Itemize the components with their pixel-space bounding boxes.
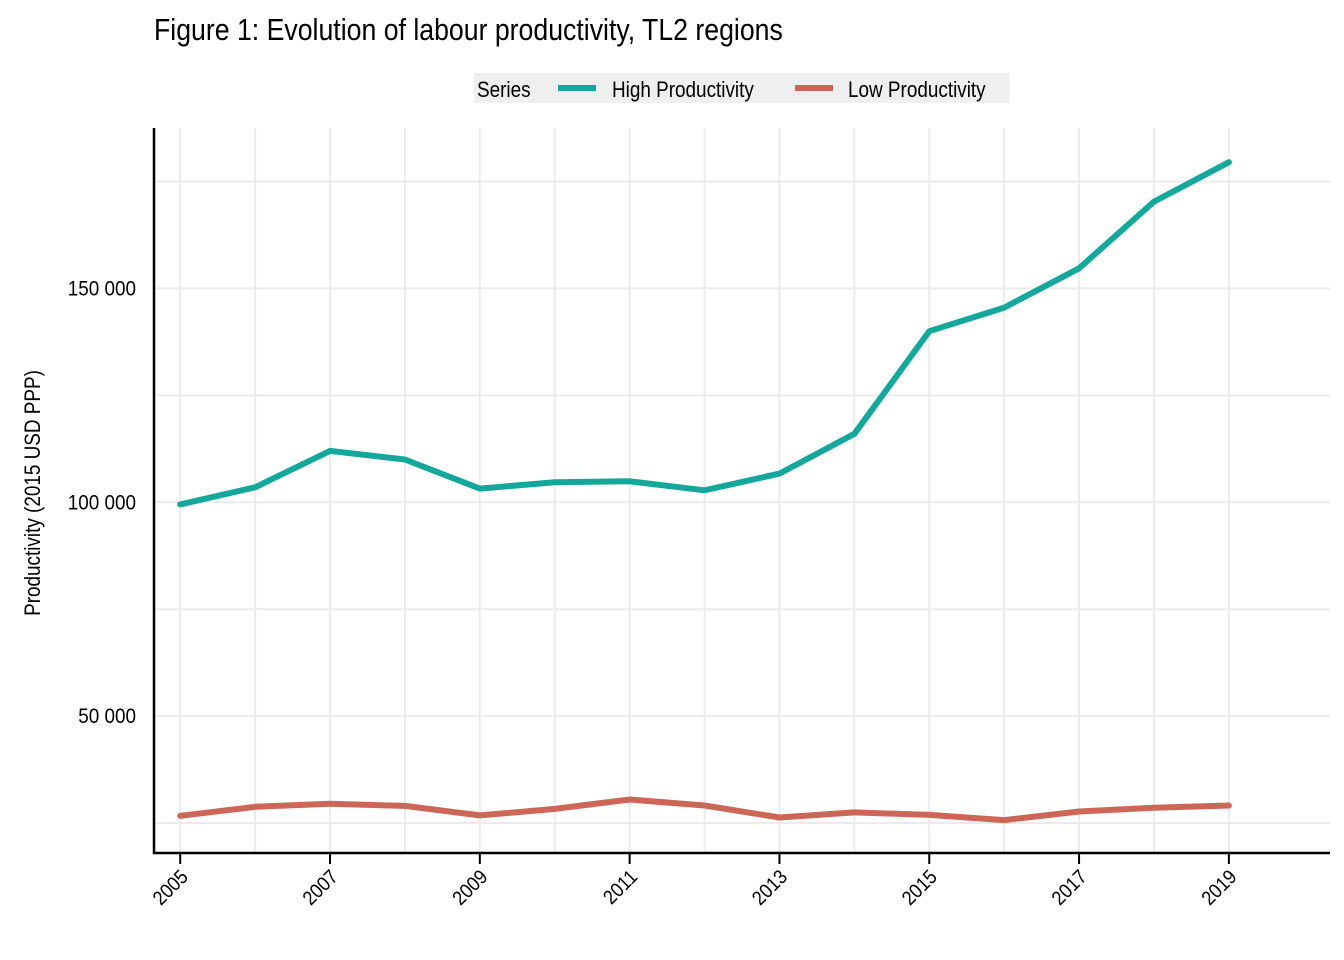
legend-label: High Productivity	[612, 78, 755, 103]
y-tick-label: 50 000	[78, 705, 136, 728]
x-tick-label: 2005	[149, 866, 193, 910]
x-tick-label: 2015	[898, 866, 942, 910]
axes	[152, 128, 1330, 864]
y-axis-title: Productivity (2015 USD PPP)	[21, 370, 46, 616]
x-tick-label: 2013	[748, 866, 792, 910]
legend-label: Low Productivity	[848, 78, 986, 103]
y-tick-label: 100 000	[68, 491, 136, 514]
legend: Series High Productivity Low Productivity	[474, 73, 1010, 103]
legend-title: Series	[477, 78, 531, 103]
x-tick-label: 2019	[1198, 866, 1242, 910]
x-tick-label: 2011	[599, 866, 642, 909]
x-tick-label: 2009	[449, 866, 493, 910]
series-line-low-productivity	[177, 796, 1232, 824]
y-tick-label: 150 000	[68, 278, 136, 301]
x-tick-label: 2017	[1048, 866, 1092, 910]
grid	[154, 128, 1330, 853]
chart-title: Figure 1: Evolution of labour productivi…	[154, 12, 783, 47]
x-tick-label: 2007	[299, 866, 343, 910]
series-line-high-productivity	[177, 159, 1232, 508]
series-lines	[177, 159, 1232, 824]
